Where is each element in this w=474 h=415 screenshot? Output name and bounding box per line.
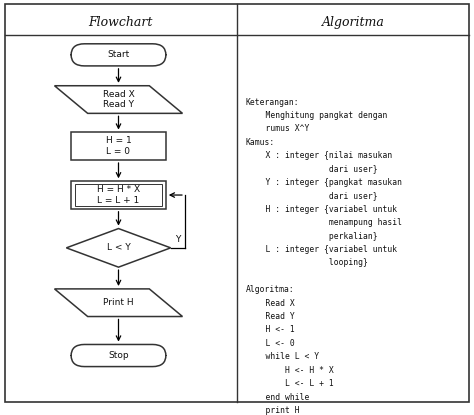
Text: H <- H * X: H <- H * X	[246, 366, 333, 375]
Text: Algoritma: Algoritma	[322, 16, 384, 29]
Polygon shape	[66, 229, 171, 267]
Text: while L < Y: while L < Y	[246, 352, 319, 361]
Text: L : integer {variabel untuk: L : integer {variabel untuk	[246, 245, 397, 254]
Text: dari user}: dari user}	[246, 165, 377, 173]
Text: L = L + 1: L = L + 1	[97, 196, 140, 205]
Text: H <- 1: H <- 1	[246, 325, 294, 334]
Bar	[75, 185, 162, 205]
Text: Menghitung pangkat dengan: Menghitung pangkat dengan	[246, 111, 387, 120]
Text: end while: end while	[246, 393, 309, 401]
Polygon shape	[55, 86, 182, 113]
Text: Stop: Stop	[108, 351, 129, 360]
Text: menampung hasil: menampung hasil	[246, 218, 401, 227]
Text: H = 1: H = 1	[106, 137, 131, 146]
Text: L = 0: L = 0	[107, 147, 130, 156]
Text: Start: Start	[108, 50, 129, 59]
Text: L <- L + 1: L <- L + 1	[246, 379, 333, 388]
Text: X : integer {nilai masukan: X : integer {nilai masukan	[246, 151, 392, 160]
Text: print H: print H	[246, 406, 299, 415]
Bar	[71, 181, 166, 209]
FancyBboxPatch shape	[71, 44, 166, 66]
Text: H = H * X: H = H * X	[97, 185, 140, 194]
Text: dari user}: dari user}	[246, 191, 377, 200]
Text: Keterangan:: Keterangan:	[246, 98, 299, 107]
Text: Y : integer {pangkat masukan: Y : integer {pangkat masukan	[246, 178, 401, 187]
Text: L < Y: L < Y	[107, 243, 130, 252]
Text: L <- 0: L <- 0	[246, 339, 294, 348]
Text: H : integer {variabel untuk: H : integer {variabel untuk	[246, 205, 397, 214]
Bar	[71, 132, 166, 160]
FancyBboxPatch shape	[71, 344, 166, 366]
Text: Print H: Print H	[103, 298, 134, 307]
Text: Flowchart: Flowchart	[89, 16, 153, 29]
Text: Kamus:: Kamus:	[246, 138, 275, 147]
Text: Y: Y	[175, 235, 181, 244]
Text: Read Y: Read Y	[246, 312, 294, 321]
Text: rumus X^Y: rumus X^Y	[246, 124, 309, 133]
Text: Read X: Read X	[103, 90, 134, 99]
Text: looping}: looping}	[246, 259, 367, 267]
Text: Read Y: Read Y	[103, 100, 134, 109]
Text: Read X: Read X	[246, 299, 294, 308]
Text: perkalian}: perkalian}	[246, 232, 377, 241]
Polygon shape	[55, 289, 182, 317]
Text: Algoritma:: Algoritma:	[246, 285, 294, 294]
